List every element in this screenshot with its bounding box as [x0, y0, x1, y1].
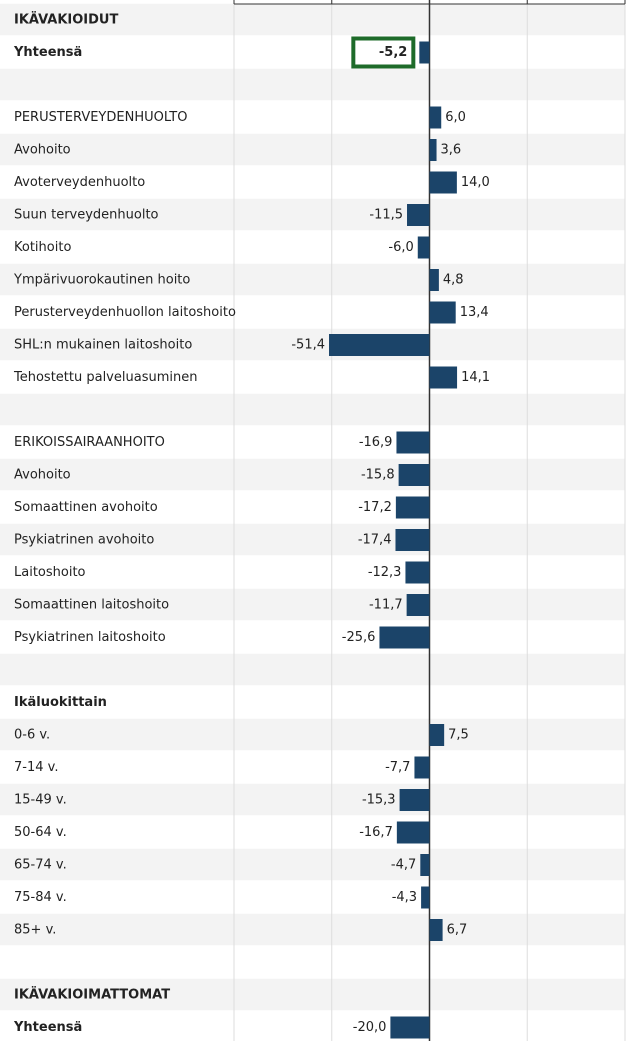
row-label: Perusterveydenhuollon laitoshoito — [14, 305, 236, 320]
row-label: 0-6 v. — [14, 728, 50, 743]
bar — [419, 41, 430, 64]
row-label: Psykiatrinen laitoshoito — [14, 630, 166, 645]
bar — [429, 366, 458, 389]
bar — [429, 301, 456, 324]
value-label: -5,2 — [379, 45, 407, 60]
highlight-box — [351, 36, 416, 69]
row-label: 75-84 v. — [14, 890, 67, 905]
row-label: IKÄVAKIOIDUT — [14, 12, 118, 28]
value-label: -16,9 — [359, 435, 393, 450]
value-label: 14,0 — [461, 175, 490, 190]
value-label: -15,8 — [361, 468, 395, 483]
row-label: Ympärivuorokautinen hoito — [13, 273, 190, 288]
value-label: -25,6 — [342, 630, 376, 645]
row-stripe — [0, 68, 625, 101]
value-label: -11,5 — [369, 208, 403, 223]
row-label: Suun terveydenhuolto — [14, 208, 159, 223]
row-stripe — [0, 133, 625, 166]
value-label: -6,0 — [388, 240, 413, 255]
row-label: ERIKOISSAIRAANHOITO — [14, 435, 165, 450]
row-stripe — [0, 523, 625, 556]
bar — [405, 561, 430, 584]
value-label: -15,3 — [362, 793, 396, 808]
value-label: 13,4 — [460, 305, 489, 320]
value-label: -51,4 — [291, 338, 325, 353]
row-stripe — [0, 848, 625, 881]
row-stripe — [0, 913, 625, 946]
value-label: 6,0 — [445, 110, 466, 125]
row-label: IKÄVAKIOIMATTOMAT — [14, 987, 170, 1003]
value-label: -16,7 — [359, 825, 393, 840]
row-label: Psykiatrinen avohoito — [14, 533, 154, 548]
bar — [414, 756, 430, 779]
value-label: 4,8 — [443, 273, 464, 288]
bar — [379, 626, 430, 649]
row-label: Avohoito — [14, 143, 71, 158]
row-stripe — [0, 458, 625, 491]
value-label: 6,7 — [447, 923, 468, 938]
row-label: Yhteensä — [13, 1020, 82, 1035]
row-label: 50-64 v. — [14, 825, 67, 840]
bar — [429, 106, 442, 129]
bar — [395, 529, 430, 551]
value-label: -17,4 — [358, 533, 392, 548]
row-label: Tehostettu palveluasuminen — [13, 370, 197, 385]
row-stripe — [0, 3, 625, 36]
row-label: Somaattinen laitoshoito — [14, 598, 169, 613]
row-stripe — [0, 588, 625, 621]
row-stripe — [0, 393, 625, 426]
bar — [395, 496, 430, 519]
bar — [406, 594, 430, 616]
row-stripe — [0, 263, 625, 296]
bar — [399, 789, 430, 811]
value-label: 7,5 — [448, 728, 469, 743]
row-label: Somaattinen avohoito — [14, 500, 158, 515]
row-label: SHL:n mukainen laitoshoito — [14, 338, 192, 353]
row-label: 65-74 v. — [14, 858, 67, 873]
value-label: -4,3 — [392, 890, 417, 905]
bar — [429, 919, 443, 941]
bar — [429, 139, 437, 161]
value-label: -17,2 — [358, 500, 392, 515]
row-stripe — [0, 783, 625, 816]
row-label: 15-49 v. — [14, 793, 67, 808]
value-label: 3,6 — [441, 143, 462, 158]
bar — [329, 334, 430, 356]
row-label: Yhteensä — [13, 45, 82, 60]
row-label: Avoterveydenhuolto — [14, 175, 145, 190]
row-label: 85+ v. — [14, 923, 56, 938]
bar — [396, 821, 430, 844]
value-label: -7,7 — [385, 760, 410, 775]
row-label: PERUSTERVEYDENHUOLTO — [14, 110, 187, 125]
row-stripe — [0, 978, 625, 1011]
bar — [429, 269, 439, 291]
row-label: Ikäluokittain — [14, 695, 107, 710]
value-label: -12,3 — [368, 565, 402, 580]
row-stripe — [0, 718, 625, 751]
row-stripe — [0, 328, 625, 361]
row-stripe — [0, 653, 625, 686]
bar — [417, 236, 430, 259]
value-label: -20,0 — [353, 1020, 387, 1035]
bar — [398, 464, 430, 486]
row-label: Avohoito — [14, 468, 71, 483]
row-stripe — [0, 198, 625, 231]
row-label: Laitoshoito — [14, 565, 86, 580]
row-label: 7-14 v. — [14, 760, 58, 775]
bar — [429, 171, 457, 194]
row-label: Kotihoito — [14, 240, 71, 255]
value-label: 14,1 — [461, 370, 490, 385]
bar — [396, 431, 430, 454]
bar — [429, 724, 445, 746]
bar — [407, 204, 430, 226]
value-label: -4,7 — [391, 858, 416, 873]
bar — [390, 1016, 430, 1039]
value-label: -11,7 — [369, 598, 403, 613]
bar — [420, 854, 430, 876]
bar — [421, 886, 430, 909]
